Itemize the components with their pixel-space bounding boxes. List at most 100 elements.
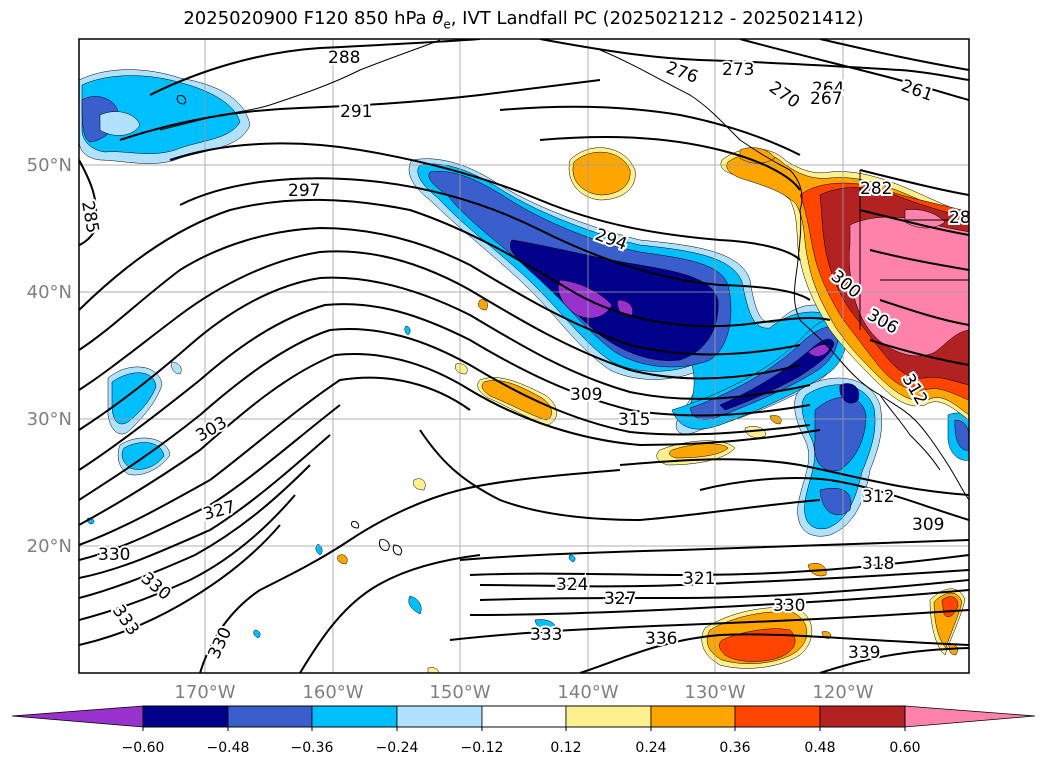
contour-nw-b (739, 39, 969, 101)
longitude-labels: 170°W 160°W 150°W 140°W 130°W 120°W (174, 682, 873, 703)
contour-east-box (859, 169, 969, 366)
colorbar-labels: −0.60 −0.48 −0.36 −0.24 −0.12 0.12 0.24 … (122, 740, 921, 756)
contour-309 (79, 303, 811, 471)
colorbar-segment (481, 705, 567, 728)
contour-339 (819, 647, 969, 673)
shade-w6 (171, 361, 182, 375)
coast-bc (789, 169, 803, 321)
colorbar-segment (227, 705, 313, 728)
contour-label: 321 (683, 569, 715, 589)
lon-label: 150°W (429, 682, 490, 703)
lat-label: 40°N (27, 282, 72, 303)
hawaii-3 (351, 521, 359, 529)
contour-label: 312 (862, 487, 894, 507)
contour-330b (469, 589, 969, 616)
contour-321b (469, 554, 969, 577)
colorbar-tick-label: −0.12 (461, 740, 504, 756)
coast-baja (879, 394, 941, 471)
contour-318b (459, 539, 969, 561)
shade-pos-ocean-orange (572, 151, 631, 196)
graticule (79, 39, 969, 673)
shade-pos-t4 (337, 554, 348, 565)
contour-303a (79, 226, 801, 356)
colorbar-tick-label: −0.36 (291, 740, 334, 756)
contour-label: 297 (288, 181, 320, 201)
lon-label: 140°W (557, 682, 618, 703)
coastlines (159, 39, 969, 556)
coast-alaska (269, 39, 791, 171)
colorbar (11, 705, 1036, 728)
colorbar-segment (565, 705, 652, 728)
contour-label: 309 (570, 385, 602, 405)
colorbar-tick-label: 0.24 (635, 740, 666, 756)
colorbar-tick-label: 0.36 (719, 740, 750, 756)
contour-300 (79, 198, 831, 328)
contour-east-309 (699, 477, 969, 521)
contour-321a (79, 404, 341, 561)
colorbar-extend-high (904, 705, 1036, 728)
contour-324b (479, 569, 969, 588)
contour-label: 273 (722, 60, 754, 80)
contour-nw-a (539, 39, 969, 81)
contour-label: 327 (604, 589, 636, 609)
hawaii-1 (379, 539, 390, 551)
contour-333a (79, 524, 281, 646)
shade-w3 (408, 595, 422, 615)
contour-330a (79, 494, 296, 621)
contour-nw-c (819, 39, 969, 71)
lon-label: 170°W (174, 682, 235, 703)
contour-327b (479, 579, 969, 601)
contour-297 (179, 177, 811, 301)
colorbar-tick-label: −0.24 (376, 740, 419, 756)
contour-label: 339 (848, 643, 880, 663)
contour-306 (79, 276, 811, 431)
contour-label: 28 (949, 208, 971, 228)
colorbar-segment (142, 705, 229, 728)
lon-label: 160°W (302, 682, 363, 703)
shade-w10 (568, 554, 576, 563)
contour-315 (79, 353, 821, 526)
shade-south-navy (839, 383, 860, 404)
lat-label: 50°N (27, 155, 72, 176)
contour-label: 285 (77, 199, 102, 234)
contour-label: 333 (530, 625, 562, 645)
contour-312a (79, 328, 811, 501)
colorbar-tick-label: −0.60 (122, 740, 165, 756)
latitude-labels: 50°N 40°N 30°N 20°N (27, 155, 72, 557)
shade-w4 (315, 543, 323, 556)
contour-label: 264 (812, 79, 844, 99)
contour-east-312 (619, 458, 969, 496)
colorbar-tick-label: 0.60 (889, 740, 920, 756)
shade-w5 (534, 619, 556, 631)
shade-w7 (404, 325, 411, 336)
contour-wave-b (199, 469, 621, 673)
contour-label: 324 (556, 575, 588, 595)
contour-label: 336 (645, 629, 677, 649)
contour-label: 288 (328, 48, 360, 68)
shade-w8 (253, 629, 261, 639)
colorbar-segment (650, 705, 736, 728)
contour-291 (119, 79, 601, 141)
lat-label: 30°N (27, 409, 72, 430)
shade-jet-purple (807, 344, 831, 357)
coast-states (859, 170, 969, 330)
shade-pos-t2 (455, 363, 468, 375)
plot-frame (78, 38, 970, 674)
map-plot-area: 288 291 297 294 285 303 309 315 327 330 … (77, 39, 971, 673)
contour-label: 330 (98, 545, 130, 565)
colorbar-segment (396, 705, 483, 728)
contour-333b (449, 609, 969, 641)
contour-label: 309 (912, 515, 944, 535)
shade-pos-t5 (427, 667, 439, 673)
contour-336 (579, 633, 969, 673)
colorbar-segment (819, 705, 906, 728)
colorbar-extend-low (11, 705, 144, 728)
colorbar-segment (311, 705, 398, 728)
contour-303b (79, 250, 801, 391)
hawaii-2 (392, 544, 403, 556)
contour-wave-a (299, 554, 481, 673)
contour-318a (79, 376, 471, 546)
lat-label: 20°N (27, 536, 72, 557)
shade-pos-30n3 (744, 426, 766, 438)
